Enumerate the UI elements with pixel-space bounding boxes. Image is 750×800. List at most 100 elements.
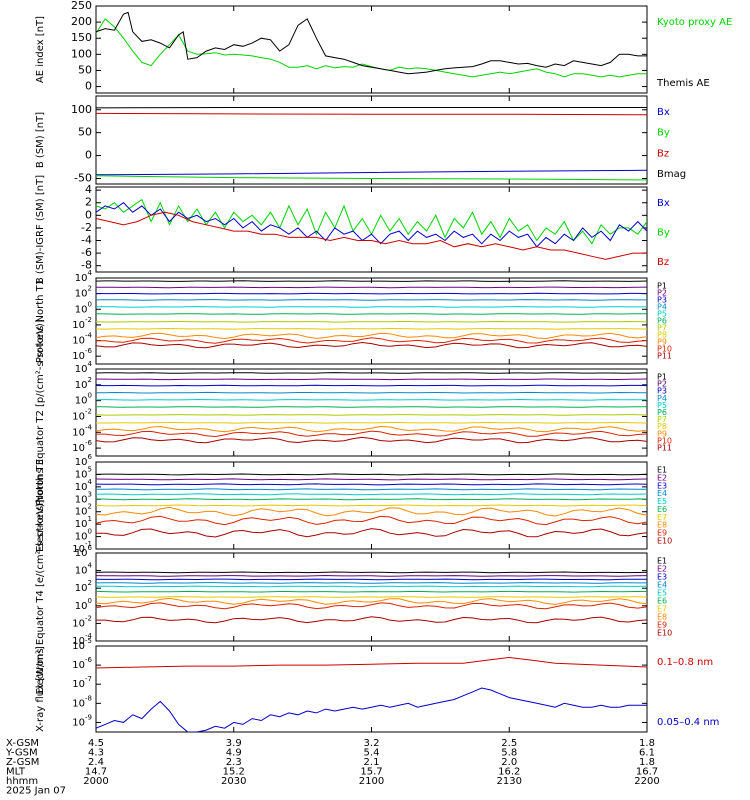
level-line bbox=[96, 498, 647, 501]
legend-entry: P4 bbox=[657, 394, 667, 403]
legend-entry: Bx bbox=[657, 198, 670, 209]
ephemeris-value: 2130 bbox=[497, 776, 522, 787]
legend-entry: P6 bbox=[657, 408, 667, 417]
legend-entry: E3 bbox=[657, 573, 667, 582]
ephemeris-value: 5.4 bbox=[364, 748, 380, 759]
level-line bbox=[96, 504, 647, 507]
legend-entry: E9 bbox=[657, 621, 667, 630]
y-tick-label: 10-8 bbox=[72, 694, 92, 709]
y-tick-label: 104 bbox=[75, 360, 93, 375]
legend-entry: Kyoto proxy AE bbox=[657, 17, 732, 28]
y-tick-label: 250 bbox=[71, 0, 92, 12]
ephemeris-value: 2030 bbox=[221, 776, 246, 787]
legend-entry: P9 bbox=[657, 338, 667, 347]
level-line bbox=[96, 602, 647, 610]
ephemeris-value: 2100 bbox=[359, 776, 384, 787]
ephemeris-value: 3.9 bbox=[226, 738, 242, 749]
series-line bbox=[96, 169, 647, 176]
level-line bbox=[96, 596, 647, 598]
ephemeris-label: hhmm bbox=[6, 776, 38, 787]
level-line bbox=[96, 341, 647, 349]
legend-entry: P9 bbox=[657, 429, 667, 438]
y-axis-label: AE index [nT] bbox=[35, 16, 46, 83]
y-tick-label: 10-9 bbox=[72, 713, 92, 728]
level-line bbox=[96, 430, 647, 438]
y-tick-label: 102 bbox=[75, 376, 92, 391]
series-line bbox=[96, 198, 647, 245]
panel-frame bbox=[95, 368, 648, 457]
level-line bbox=[96, 515, 647, 526]
y-tick-label: 200 bbox=[71, 15, 92, 28]
ephemeris-label: MLT bbox=[6, 767, 26, 778]
y-tick-label: 10-2 bbox=[72, 407, 92, 422]
y-axis-label: Electrons North T3 bbox=[35, 459, 46, 552]
level-line bbox=[96, 582, 647, 584]
y-tick-label: 10-6 bbox=[72, 656, 92, 671]
legend-entry: E2 bbox=[657, 565, 667, 574]
level-line bbox=[96, 391, 647, 394]
ephemeris-value: 1.8 bbox=[639, 757, 655, 768]
y-tick-label: 10-2 bbox=[72, 614, 92, 629]
y-tick-label: -6 bbox=[81, 246, 92, 259]
level-line bbox=[96, 578, 647, 581]
ephemeris-value: 4.9 bbox=[226, 748, 242, 759]
ephemeris-date: 2025 Jan 07 bbox=[6, 786, 66, 797]
ephemeris-value: 2.5 bbox=[501, 738, 517, 749]
legend-entry: P7 bbox=[657, 415, 667, 424]
legend-entry: E5 bbox=[657, 497, 667, 506]
legend-entry: E8 bbox=[657, 521, 667, 530]
legend-entry: By bbox=[657, 228, 670, 239]
level-line bbox=[96, 327, 647, 330]
legend-entry: Bz bbox=[657, 257, 669, 268]
legend-entry: E4 bbox=[657, 489, 667, 498]
legend-entry: P8 bbox=[657, 422, 667, 431]
ephemeris-value: 3.2 bbox=[364, 738, 380, 749]
legend-entry: P3 bbox=[657, 387, 667, 396]
ephemeris-value: 5.8 bbox=[501, 748, 517, 759]
level-line bbox=[96, 421, 647, 424]
series-line bbox=[96, 175, 647, 181]
y-axis-label: Protons North T1 bbox=[35, 279, 46, 363]
level-line bbox=[96, 571, 647, 574]
y-tick-label: 50 bbox=[78, 126, 92, 139]
legend-entry: E10 bbox=[657, 629, 672, 638]
level-line bbox=[96, 488, 647, 491]
panel-ae: 0 50 100 150 200 250 AE index [nT] Kyoto proxy … bbox=[35, 0, 732, 94]
y-axis-label: B (SM) [nT] bbox=[35, 112, 46, 168]
y-tick-label: 102 bbox=[75, 579, 92, 594]
ephemeris-label: X-GSM bbox=[6, 738, 39, 749]
y-tick-label: 100 bbox=[75, 392, 92, 407]
legend-entry: P11 bbox=[657, 352, 672, 361]
y-tick-label: 100 bbox=[71, 103, 92, 116]
ephemeris-value: 6.1 bbox=[639, 748, 655, 759]
legend-entry: E1 bbox=[657, 557, 667, 566]
level-line bbox=[96, 306, 647, 308]
legend-entry: Bx bbox=[657, 107, 670, 118]
legend-entry: Themis AE bbox=[656, 78, 710, 89]
level-line bbox=[96, 372, 647, 374]
panel-bsm: -50 0 50 100 B (SM) [nT] Bx By Bz Bmag bbox=[35, 95, 686, 185]
level-line bbox=[96, 425, 647, 433]
y-tick-label: 102 bbox=[75, 285, 92, 300]
series-line bbox=[96, 202, 647, 248]
level-line bbox=[96, 528, 647, 538]
legend-entry: Bz bbox=[657, 148, 669, 159]
legend-entry: P5 bbox=[657, 401, 667, 410]
legend-entry: P4 bbox=[657, 303, 667, 312]
y-axis-label: B (SM)-IGRF (SM) [nT] bbox=[35, 175, 46, 284]
legend-entry: E8 bbox=[657, 613, 667, 622]
series-line bbox=[96, 18, 647, 78]
level-line bbox=[96, 414, 647, 416]
ephemeris-value: 2.1 bbox=[364, 757, 380, 768]
level-line bbox=[96, 332, 647, 340]
y-tick-label: 10-4 bbox=[72, 423, 92, 438]
legend-entry: P10 bbox=[657, 345, 672, 354]
legend-entry: E6 bbox=[657, 505, 667, 514]
y-tick-label: 10-7 bbox=[72, 675, 92, 690]
legend-entry: E3 bbox=[657, 481, 667, 490]
ephemeris-value: 16.7 bbox=[636, 767, 658, 778]
ephemeris-value: 15.2 bbox=[223, 767, 245, 778]
